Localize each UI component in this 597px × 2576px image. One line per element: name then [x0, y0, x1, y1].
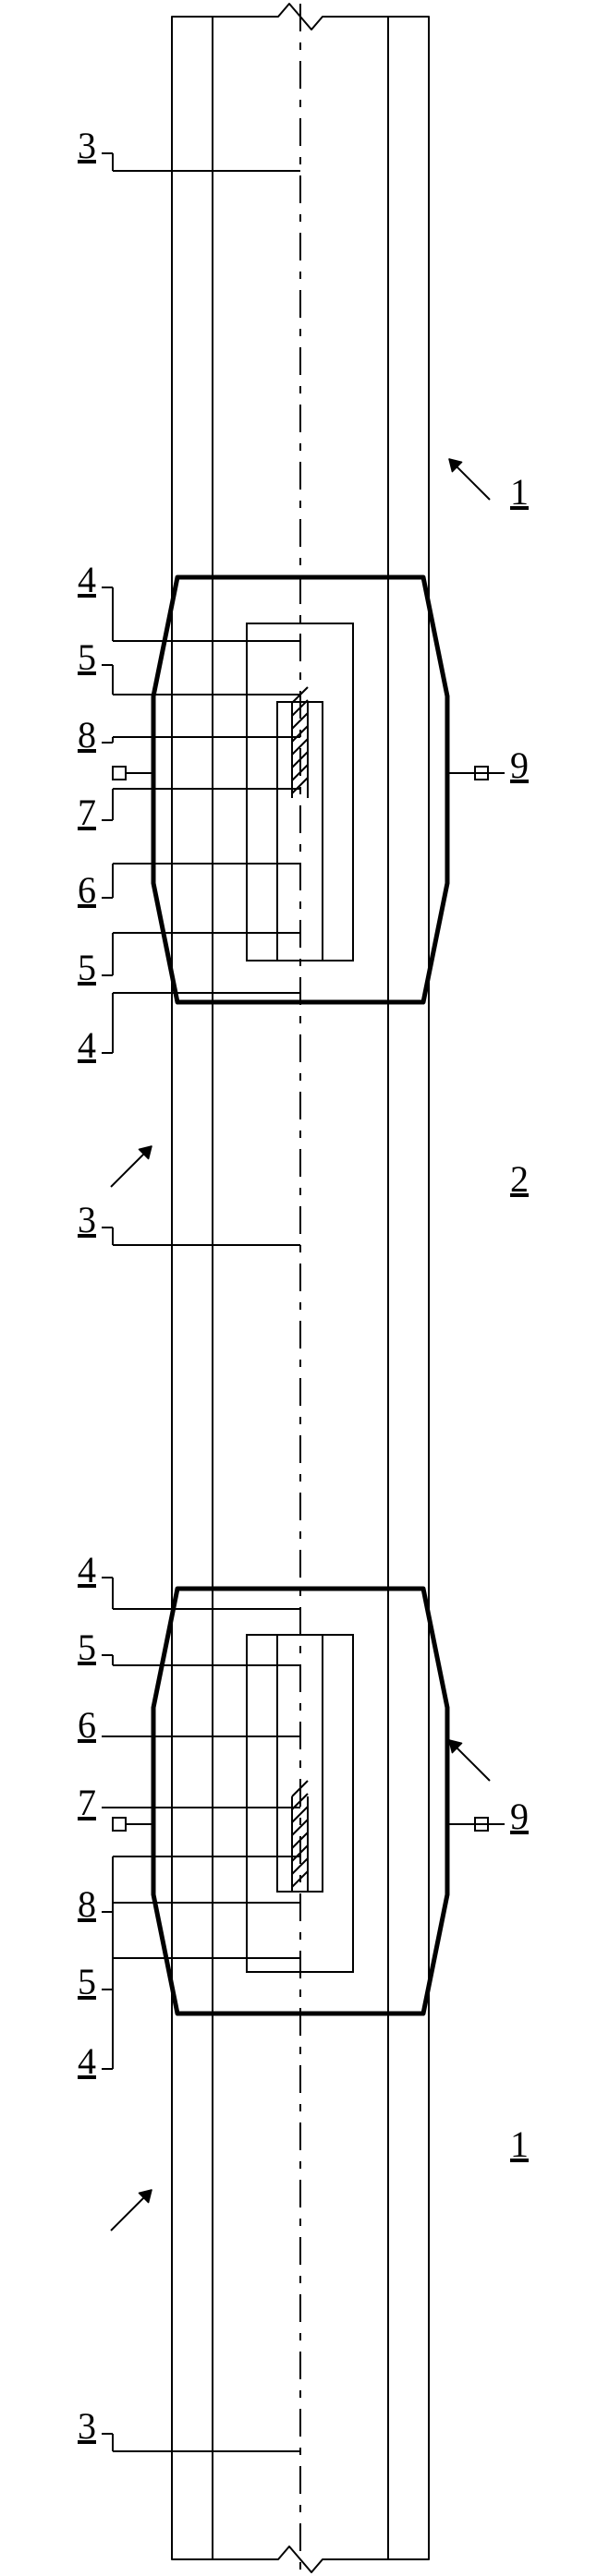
ref-label-5: 5 [78, 635, 96, 679]
ref-label-3: 3 [78, 2404, 96, 2448]
ref-label-9: 9 [510, 744, 529, 787]
ref-label-6: 6 [78, 1703, 96, 1747]
ref-label-1: 1 [510, 470, 529, 514]
ref-label-6: 6 [78, 868, 96, 912]
ref-label-3: 3 [78, 124, 96, 167]
ref-label-2: 2 [510, 1157, 529, 1201]
engineering-drawing [0, 0, 597, 2576]
ref-label-9: 9 [510, 1795, 529, 1838]
ref-label-4: 4 [78, 1023, 96, 1067]
ref-label-1: 1 [510, 2122, 529, 2166]
ref-label-5: 5 [78, 946, 96, 989]
ref-label-5: 5 [78, 1626, 96, 1669]
ref-label-5: 5 [78, 1960, 96, 2003]
ref-label-7: 7 [78, 791, 96, 834]
ref-label-4: 4 [78, 1548, 96, 1591]
ref-label-4: 4 [78, 558, 96, 601]
ref-label-4: 4 [78, 2039, 96, 2083]
ref-label-8: 8 [78, 713, 96, 756]
ref-label-3: 3 [78, 1198, 96, 1241]
ref-label-7: 7 [78, 1781, 96, 1824]
ref-label-8: 8 [78, 1882, 96, 1926]
